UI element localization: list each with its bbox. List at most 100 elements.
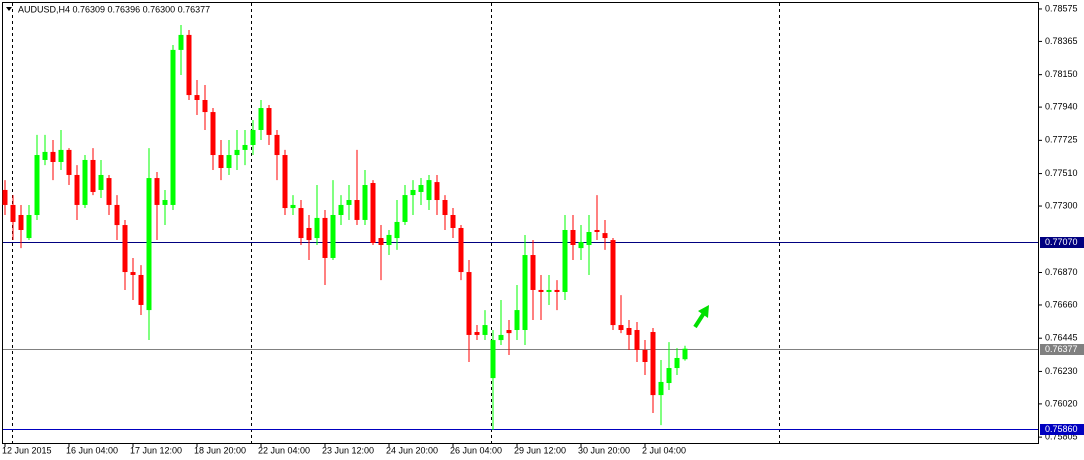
candle-body xyxy=(418,185,424,192)
candle-body xyxy=(458,227,464,273)
candle-body xyxy=(114,204,120,226)
candle-body xyxy=(274,134,280,156)
candle-body xyxy=(322,217,328,258)
level-label: 0.76377 xyxy=(1045,344,1078,354)
candle-body xyxy=(170,49,176,205)
candle-body xyxy=(138,274,144,305)
candle-body xyxy=(106,178,112,205)
x-axis xyxy=(3,456,1038,457)
candle-body xyxy=(162,200,168,205)
candle-body xyxy=(98,174,104,190)
candle-body xyxy=(386,234,392,245)
y-tick-label: 0.76230 xyxy=(1045,366,1078,376)
candle-body xyxy=(186,34,192,96)
x-tick-label: 23 Jun 12:00 xyxy=(322,445,374,455)
candle-body xyxy=(122,225,128,273)
candle-body xyxy=(378,238,384,245)
candle-body xyxy=(346,200,352,205)
candle-body xyxy=(610,240,616,326)
candle-body xyxy=(258,108,264,130)
candle-body xyxy=(554,289,560,292)
y-tick-label: 0.77300 xyxy=(1045,200,1078,210)
candle-body xyxy=(298,208,304,239)
y-tick-label: 0.78575 xyxy=(1045,3,1078,13)
y-tick-label: 0.75805 xyxy=(1045,432,1078,442)
candle-body xyxy=(522,255,528,331)
level-label: 0.77070 xyxy=(1045,237,1078,247)
x-tick-label: 2 Jul 04:00 xyxy=(642,445,686,455)
candle-body xyxy=(362,185,368,220)
level-label-bg xyxy=(1040,237,1084,248)
x-tick-label: 24 Jun 20:00 xyxy=(386,445,438,455)
plot-area xyxy=(2,2,1039,444)
candle-body xyxy=(634,330,640,350)
candle-body xyxy=(42,151,48,160)
menu-icon[interactable] xyxy=(6,7,12,11)
candle-body xyxy=(570,229,576,245)
candle-body xyxy=(314,217,320,239)
x-tick-label: 26 Jun 04:00 xyxy=(450,445,502,455)
candle-body xyxy=(514,310,520,331)
candle-body xyxy=(10,204,16,222)
y-tick-label: 0.77725 xyxy=(1045,135,1078,145)
candle-body xyxy=(394,221,400,239)
y-tick-label: 0.77940 xyxy=(1045,101,1078,111)
x-tick-label: 17 Jun 12:00 xyxy=(130,445,182,455)
candle-body xyxy=(482,325,488,335)
candle-body xyxy=(578,242,584,249)
y-tick-label: 0.76660 xyxy=(1045,299,1078,309)
candle-body xyxy=(594,229,600,233)
level-label: 0.75860 xyxy=(1045,424,1078,434)
candle-body xyxy=(202,100,208,113)
x-tick-label: 18 Jun 20:00 xyxy=(194,445,246,455)
candle-body xyxy=(490,340,496,379)
y-tick-label: 0.77510 xyxy=(1045,168,1078,178)
candle-body xyxy=(602,233,608,239)
candle-body xyxy=(178,34,184,50)
x-tick-label: 29 Jun 12:00 xyxy=(514,445,566,455)
y-tick-label: 0.78365 xyxy=(1045,36,1078,46)
candle-body xyxy=(434,182,440,201)
y-tick-label: 0.76870 xyxy=(1045,267,1078,277)
candle-body xyxy=(626,327,632,335)
candle-body xyxy=(530,255,536,290)
candle-body xyxy=(586,232,592,245)
candle-body xyxy=(650,332,656,396)
candle-body xyxy=(290,204,296,209)
candle-body xyxy=(2,189,8,205)
candle-body xyxy=(330,215,336,258)
level-label-bg xyxy=(1040,424,1084,435)
candle-body xyxy=(282,155,288,209)
candle-body xyxy=(242,144,248,150)
y-tick-label: 0.76445 xyxy=(1045,333,1078,343)
candle-body xyxy=(266,108,272,135)
candle-body xyxy=(130,272,136,275)
candle-body xyxy=(74,174,80,205)
y-tick-label: 0.78150 xyxy=(1045,69,1078,79)
candle-body xyxy=(338,204,344,216)
candle-body xyxy=(450,215,456,228)
x-tick-label: 22 Jun 04:00 xyxy=(258,445,310,455)
arrow-shaft xyxy=(693,311,706,329)
candle-body xyxy=(210,112,216,156)
candle-body xyxy=(402,195,408,222)
candle-body xyxy=(146,178,152,311)
x-tick-label: 16 Jun 04:00 xyxy=(66,445,118,455)
candle-body xyxy=(370,183,376,243)
candle-body xyxy=(26,215,32,239)
candle-body xyxy=(66,149,72,175)
candle-body xyxy=(666,368,672,384)
candle-body xyxy=(426,180,432,201)
candle-body xyxy=(306,227,312,241)
candle-body xyxy=(82,159,88,205)
candle-body xyxy=(234,149,240,156)
candle-body xyxy=(90,159,96,192)
candle-body xyxy=(442,200,448,216)
candle-body xyxy=(618,325,624,331)
chart-title: AUDUSD,H4 0.76309 0.76396 0.76300 0.7637… xyxy=(18,4,210,14)
candle-body xyxy=(674,357,680,369)
candle-body xyxy=(410,189,416,196)
candle-body xyxy=(682,348,688,360)
candle-body xyxy=(466,272,472,335)
